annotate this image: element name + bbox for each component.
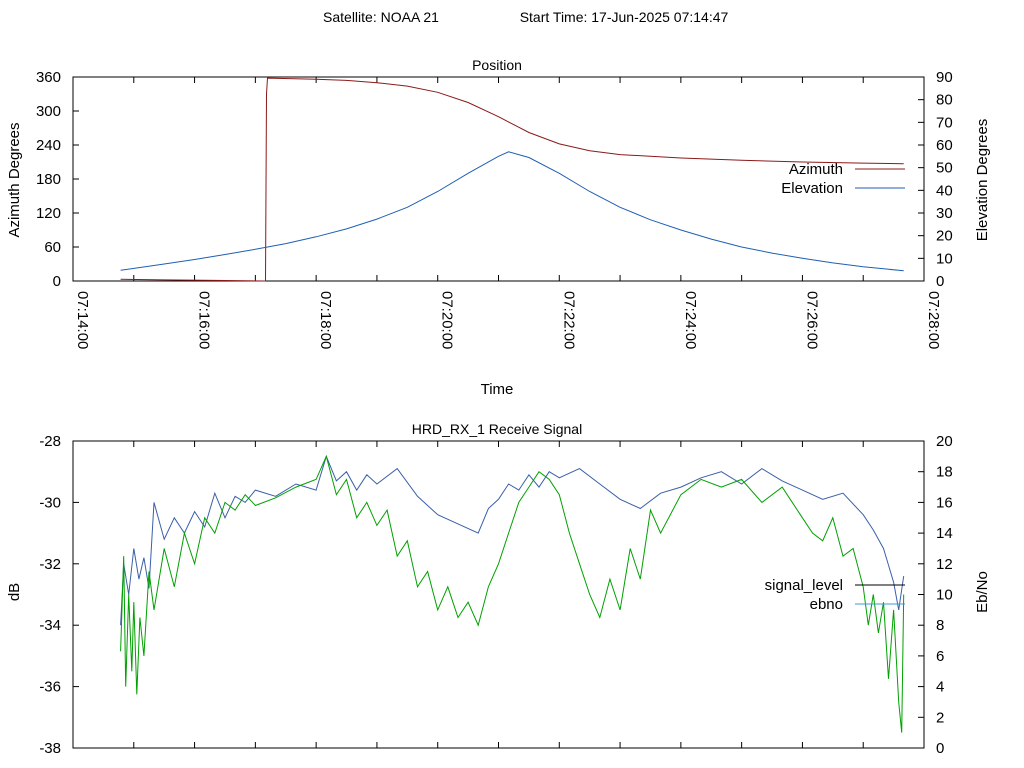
y-tick-label: 360 [36, 69, 61, 86]
y-tick-label: -30 [39, 494, 61, 511]
receive-signal-y2-axis-label: Eb/No [974, 571, 991, 613]
receive-signal-chart-title: HRD_RX_1 Receive Signal [412, 421, 582, 437]
y2-tick-label: 0 [936, 273, 944, 290]
y2-tick-label: 4 [936, 679, 944, 696]
y-tick-label: 60 [44, 239, 61, 256]
satellite-label: Satellite: NOAA 21 [323, 9, 439, 25]
position-y-axis-label: Azimuth Degrees [6, 122, 23, 237]
position-plot-frame [72, 76, 925, 282]
y-tick-label: -38 [39, 740, 61, 757]
x-tick-label: 07:20:00 [439, 291, 456, 349]
y-tick-label: -28 [39, 433, 61, 450]
y2-tick-label: 70 [936, 114, 953, 131]
position-legend: Azimuth Elevation [781, 161, 905, 197]
y2-tick-label: 6 [936, 648, 944, 665]
series-line-azimuth [120, 77, 904, 282]
y-tick-label: -34 [39, 617, 61, 634]
y2-tick-label: 90 [936, 69, 953, 86]
y-tick-label: 180 [36, 171, 61, 188]
y2-tick-label: 14 [936, 525, 953, 542]
y-tick-label: -36 [39, 679, 61, 696]
position-x-axis-label: Time [481, 381, 514, 398]
legend-label-elevation: Elevation [781, 180, 843, 197]
series-line-ebno [120, 454, 905, 733]
series-line-signal-level [120, 454, 905, 626]
legend-label-signal-level: signal_level [765, 577, 843, 594]
y2-tick-label: 60 [936, 137, 953, 154]
y-tick-label: -32 [39, 556, 61, 573]
x-tick-label: 07:24:00 [682, 291, 699, 349]
position-chart: Position 07:14:00 07:16:00 07:18:00 07:20:0… [6, 57, 991, 398]
x-tick-label: 07:26:00 [803, 291, 820, 349]
y2-tick-label: 8 [936, 617, 944, 634]
y2-tick-label: 12 [936, 556, 953, 573]
y-tick-label: 300 [36, 103, 61, 120]
x-tick-label: 07:16:00 [196, 291, 213, 349]
legend-label-ebno: ebno [810, 596, 843, 613]
y-tick-label: 240 [36, 137, 61, 154]
y2-tick-label: 80 [936, 92, 953, 109]
y2-tick-label: 30 [936, 205, 953, 222]
y2-tick-label: 2 [936, 709, 944, 726]
y2-tick-label: 0 [936, 740, 944, 757]
x-tick-label: 07:14:00 [74, 291, 91, 349]
x-tick-label: 07:18:00 [317, 291, 334, 349]
receive-signal-legend: signal_level ebno [765, 577, 905, 613]
start-time-label: Start Time: 17-Jun-2025 07:14:47 [520, 9, 729, 25]
y2-tick-label: 10 [936, 587, 953, 604]
y2-tick-label: 10 [936, 250, 953, 267]
legend-label-azimuth: Azimuth [789, 161, 843, 178]
position-chart-title: Position [472, 57, 522, 73]
y2-tick-label: 18 [936, 464, 953, 481]
series-line-elevation [120, 151, 904, 272]
y2-tick-label: 50 [936, 160, 953, 177]
receive-signal-y-axis-label: dB [6, 583, 23, 601]
y2-tick-label: 20 [936, 433, 953, 450]
receive-signal-chart: HRD_RX_1 Receive Signal -28 -30 -32 -34 -36 -… [6, 421, 991, 757]
y2-tick-label: 16 [936, 494, 953, 511]
x-tick-label: 07:28:00 [925, 291, 942, 349]
position-y2-axis-label: Elevation Degrees [974, 119, 991, 242]
y-tick-label: 120 [36, 205, 61, 222]
y-tick-label: 0 [53, 273, 61, 290]
y2-tick-label: 20 [936, 228, 953, 245]
y2-tick-label: 40 [936, 182, 953, 199]
x-tick-label: 07:22:00 [560, 291, 577, 349]
